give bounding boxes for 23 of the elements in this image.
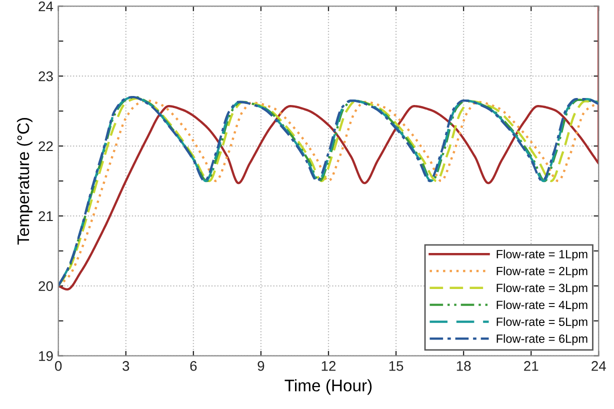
x-axis-title: Time (Hour) xyxy=(284,379,372,395)
x-tick-label: 12 xyxy=(322,361,336,371)
y-tick-label: 21 xyxy=(38,211,53,221)
y-tick-label: 20 xyxy=(38,281,53,292)
x-tick-label: 24 xyxy=(592,361,606,371)
y-tick-label: 22 xyxy=(38,141,53,152)
y-tick-label: 19 xyxy=(39,351,53,361)
x-tick-label: 21 xyxy=(524,361,538,371)
x-tick-label: 18 xyxy=(456,361,471,371)
x-tick-label: 9 xyxy=(258,361,264,371)
x-tick-label: 6 xyxy=(190,361,197,371)
y-tick-label: 23 xyxy=(38,71,53,82)
y-tick-label: 24 xyxy=(38,1,54,12)
legend-label: Flow-rate = 3Lpm xyxy=(496,283,588,294)
x-tick-label: 3 xyxy=(122,361,130,371)
legend-label: Flow-rate = 5Lpm xyxy=(496,317,588,328)
legend-label: Flow-rate = 2Lpm xyxy=(496,266,588,278)
y-axis-title: Temperature (°C) xyxy=(16,118,32,245)
x-tick-label: 0 xyxy=(55,361,62,371)
legend-label: Flow-rate = 1Lpm xyxy=(496,250,588,261)
x-tick-label: 15 xyxy=(389,361,404,371)
legend-label: Flow-rate = 6Lpm xyxy=(496,334,588,346)
legend-label: Flow-rate = 4Lpm xyxy=(496,300,588,312)
